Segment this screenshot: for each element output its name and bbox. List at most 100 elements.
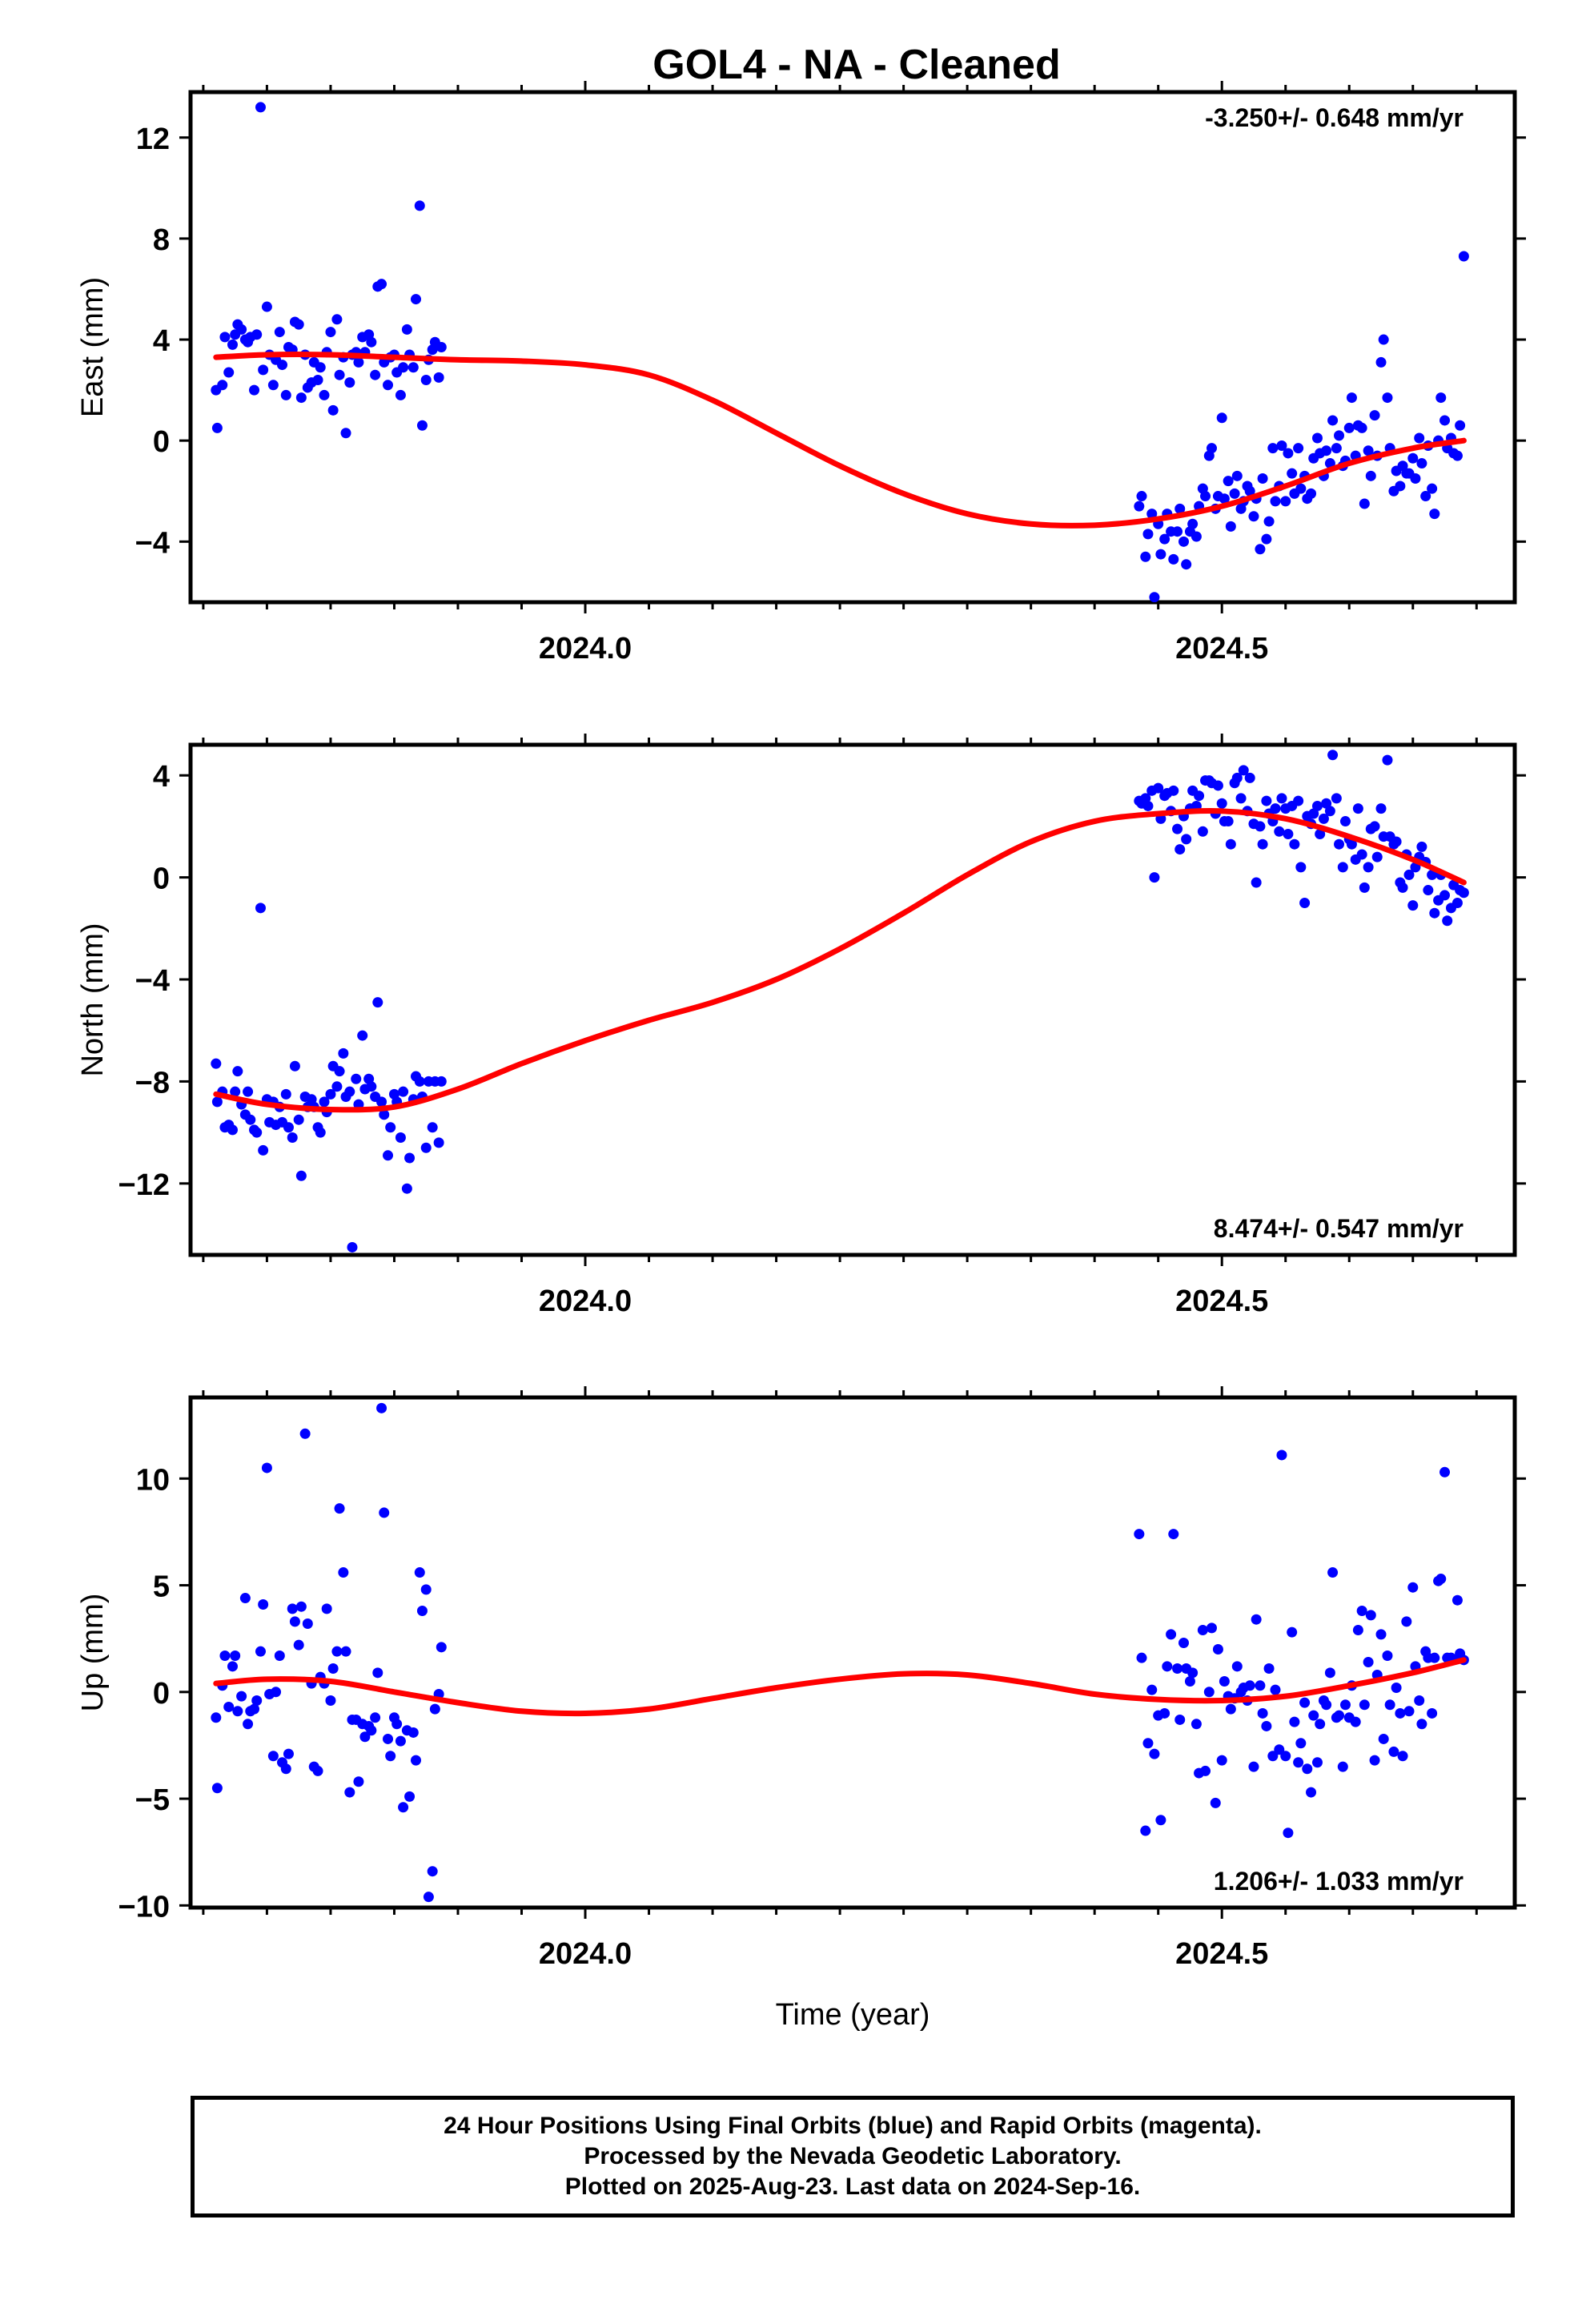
data-point (211, 1712, 222, 1723)
data-point (385, 1751, 396, 1762)
data-point (436, 342, 447, 352)
data-point (353, 356, 364, 368)
data-point (1231, 772, 1243, 783)
data-point (1261, 1720, 1272, 1731)
data-point (1280, 496, 1291, 507)
data-point (1203, 1687, 1215, 1698)
data-point (370, 369, 381, 380)
data-point (1346, 838, 1357, 850)
data-point (1439, 415, 1451, 426)
data-point (401, 324, 412, 335)
data-point (1395, 1707, 1406, 1719)
data-point (327, 1663, 339, 1674)
data-point (398, 1802, 409, 1813)
data-point (255, 903, 266, 914)
data-point (1420, 491, 1431, 502)
data-point (1187, 1667, 1199, 1679)
data-point (351, 1073, 362, 1084)
data-point (255, 102, 266, 113)
data-point (1276, 793, 1287, 804)
data-point (325, 327, 336, 338)
data-point (1270, 496, 1281, 507)
data-point (353, 1776, 364, 1787)
data-point (1295, 1738, 1307, 1749)
data-point (227, 339, 238, 350)
x-tick-label: 2024.0 (539, 632, 632, 665)
fit-line-north (213, 808, 1467, 1113)
data-point (344, 1086, 355, 1097)
data-point (1452, 897, 1463, 908)
data-point (404, 1791, 416, 1802)
data-point (1339, 1699, 1351, 1711)
y-axis-label-north: North (mm) (76, 923, 110, 1076)
y-tick-label: −5 (135, 1783, 170, 1817)
data-point (1136, 1652, 1147, 1663)
rate-label-up: 1.206+/- 1.033 mm/yr (1214, 1867, 1464, 1896)
data-point (1289, 838, 1300, 850)
data-point (1255, 544, 1266, 555)
x-axis-label: Time (year) (776, 1998, 930, 2032)
data-point (1244, 772, 1255, 783)
data-point (251, 1695, 263, 1706)
data-point (1442, 915, 1453, 927)
data-point (261, 301, 272, 312)
data-point (295, 1601, 307, 1612)
data-point (1197, 1625, 1208, 1636)
data-point (420, 374, 432, 385)
data-point (274, 327, 285, 338)
data-point (344, 1787, 355, 1798)
plot-frame-north (188, 742, 1517, 1257)
data-point (1270, 1684, 1281, 1695)
data-point (427, 1866, 438, 1877)
footer-line-3: Plotted on 2025-Aug-23. Last data on 202… (564, 2173, 1141, 2200)
data-point (1429, 1652, 1440, 1663)
data-point (334, 1503, 345, 1514)
data-point (1391, 836, 1402, 847)
y-tick-label: −4 (135, 964, 170, 998)
data-point (404, 1152, 416, 1164)
data-point (223, 1701, 235, 1712)
data-point (1248, 511, 1259, 522)
data-point (1391, 1682, 1402, 1693)
data-point (1299, 1697, 1311, 1708)
data-point (1331, 443, 1342, 454)
data-point (1318, 813, 1329, 824)
data-point (398, 362, 409, 373)
plot-frame-up (188, 1395, 1517, 1910)
data-point (1352, 803, 1363, 814)
data-point (1295, 483, 1307, 494)
data-point (1365, 470, 1376, 481)
panel-east: 2024.0 2024.5 −4 0 4 8 12 East (mm) -3.250+/- 0.… (76, 81, 1526, 665)
data-point (385, 1122, 396, 1133)
y-tick-label: 5 (153, 1570, 170, 1604)
data-point (293, 319, 304, 330)
data-point (327, 404, 339, 416)
data-point (295, 392, 307, 404)
data-point (1267, 1751, 1279, 1762)
data-point (1206, 1622, 1217, 1634)
data-point (1206, 443, 1217, 454)
data-point (1231, 470, 1243, 481)
plot-frame-east (188, 90, 1517, 605)
y-tick-label: −12 (118, 1168, 170, 1202)
data-point (1159, 533, 1170, 545)
data-point (1306, 488, 1317, 499)
data-point (1359, 882, 1370, 893)
data-point (1439, 1466, 1451, 1478)
data-point (1293, 443, 1304, 454)
data-point (249, 384, 260, 396)
data-point (1178, 536, 1189, 547)
data-point (1238, 765, 1249, 776)
data-point (1339, 816, 1351, 827)
data-point (1429, 907, 1440, 919)
data-point (1136, 491, 1147, 502)
data-point (429, 1703, 440, 1715)
data-point (1414, 1695, 1425, 1706)
data-point (1375, 803, 1387, 814)
y-tick-label: 4 (153, 324, 170, 358)
data-point (1134, 501, 1145, 512)
data-point (1293, 1757, 1304, 1768)
data-point (1403, 1706, 1415, 1717)
data-point (283, 1748, 294, 1759)
data-point (1172, 526, 1183, 537)
